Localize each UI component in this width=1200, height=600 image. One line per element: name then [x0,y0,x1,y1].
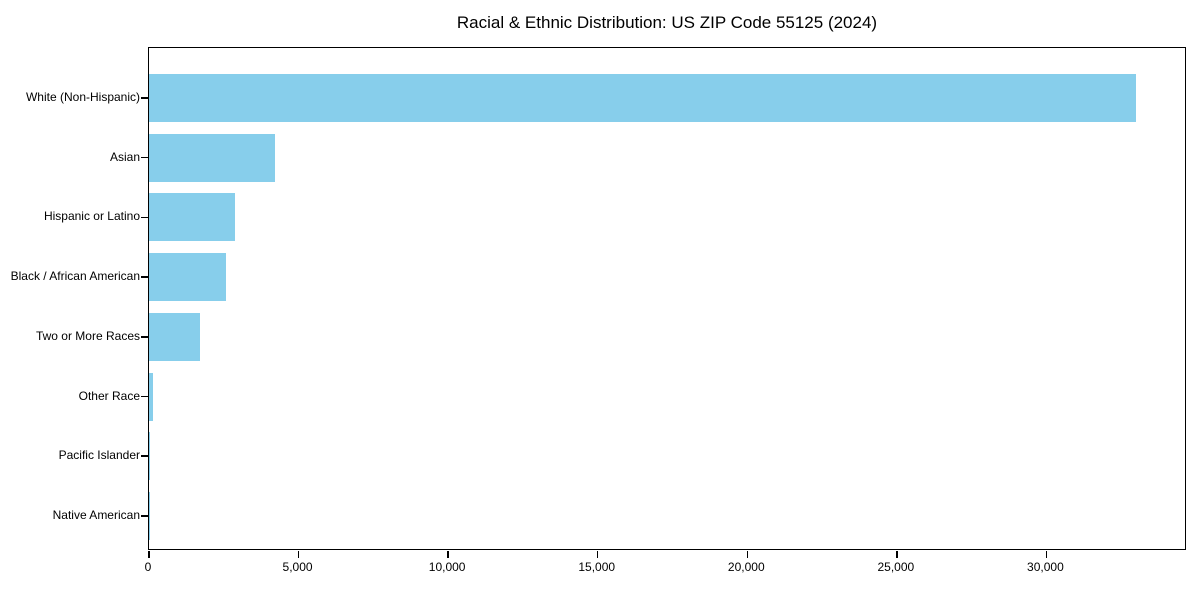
x-tick-label-0: 0 [144,560,152,574]
x-tick-mark [297,550,300,558]
y-tick-label-pacific-islander: Pacific Islander [58,448,140,463]
x-tick-label-30000: 30,000 [1027,560,1064,574]
x-tick-mark [746,550,749,558]
y-tick-mark [140,216,148,219]
bar-asian [149,133,275,182]
bar-hispanic-or-latino [149,193,235,242]
bar-pacific-islander [149,432,150,481]
y-tick-mark [140,336,148,338]
y-tick-label-hispanic-or-latino: Hispanic or Latino [43,209,140,224]
x-tick-label-20000: 20,000 [727,560,765,574]
y-tick-mark [140,455,148,457]
bar-other-race [149,372,153,421]
x-tick-mark [148,550,150,558]
y-tick-label-white-non-hispanic: White (Non-Hispanic) [25,90,140,104]
y-tick-mark [140,276,148,278]
y-tick-mark [140,515,148,517]
x-tick-label-5000: 5,000 [282,560,313,574]
y-tick-label-asian: Asian [109,149,140,164]
bar-white-non-hispanic [149,74,1137,122]
x-tick-mark [596,550,599,558]
chart-title: Racial & Ethnic Distribution: US ZIP Cod… [456,13,878,32]
plot-area [140,47,1186,558]
y-tick-label-two-or-more-races: Two or More Races [35,328,140,343]
bar-black-african-american [149,253,226,302]
y-tick-mark [140,395,148,398]
y-tick-label-other-race: Other Race [78,388,140,403]
x-tick-mark [447,550,449,558]
x-tick-label-25000: 25,000 [877,560,915,574]
x-tick-mark [1045,550,1048,558]
bar-two-or-more-races [149,312,201,361]
x-tick-label-10000: 10,000 [428,560,466,574]
y-tick-mark [140,156,148,159]
bar-native-american [149,491,150,540]
y-tick-label-native-american: Native American [52,507,140,522]
x-tick-label-15000: 15,000 [578,560,616,574]
x-tick-mark [896,550,898,558]
y-tick-mark [140,97,148,99]
y-tick-label-black-african-american: Black / African American [10,269,140,284]
